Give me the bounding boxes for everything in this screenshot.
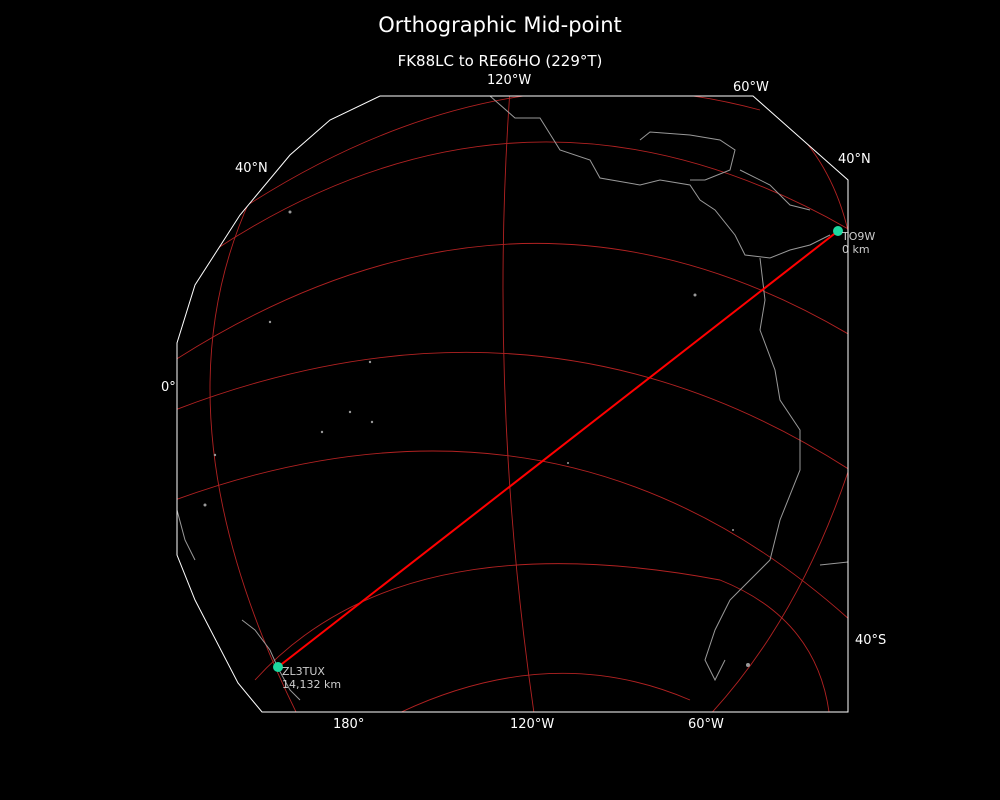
station-marker-to9w[interactable] [833, 226, 843, 236]
parallel-60s [394, 672, 691, 712]
australia-edge [177, 509, 196, 561]
label-top-60w: 60°W [733, 80, 769, 95]
station-distance: 14,132 km [282, 678, 342, 691]
parallel-40s [254, 563, 831, 712]
station-call: TO9W [842, 230, 876, 243]
meridian-180 [209, 199, 301, 712]
map-boundary [176, 95, 849, 713]
meridian-60w [744, 96, 848, 241]
station-distance: 0 km [842, 243, 870, 256]
parallel-top [239, 96, 761, 211]
parallel-20s [177, 450, 848, 621]
meridian-120w [502, 96, 536, 712]
label-right-40n: 40°N [838, 152, 871, 167]
great-circle-path [277, 230, 839, 668]
station-marker-zl3tux[interactable] [273, 662, 283, 672]
north-america-coast [489, 96, 831, 259]
new-zealand [241, 619, 301, 701]
islands [203, 210, 750, 667]
label-top-120w: 120°W [487, 73, 532, 88]
station-label-to9w: TO9W 0 km [842, 230, 875, 256]
map-subtitle: FK88LC to RE66HO (229°T) [397, 52, 603, 70]
label-bottom-180: 180° [333, 717, 365, 732]
caribbean [739, 169, 811, 211]
south-america-east [819, 561, 848, 566]
station-call: ZL3TUX [282, 665, 325, 678]
meridian-60w-south [704, 459, 848, 712]
south-america-coast [704, 257, 801, 682]
station-label-zl3tux: ZL3TUX 14,132 km [282, 665, 341, 691]
map-title: Orthographic Mid-point [378, 13, 622, 37]
label-right-40s: 40°S [855, 633, 887, 648]
label-left-0: 0° [161, 380, 176, 395]
label-bottom-120w: 120°W [510, 717, 555, 732]
label-left-40n: 40°N [235, 161, 268, 176]
gulf-coast [639, 131, 736, 181]
parallel-0 [177, 351, 848, 471]
graticule [177, 96, 848, 712]
parallel-40n [199, 141, 848, 261]
label-bottom-60w: 60°W [688, 717, 724, 732]
parallel-20n [177, 242, 848, 361]
coastlines [177, 96, 848, 701]
